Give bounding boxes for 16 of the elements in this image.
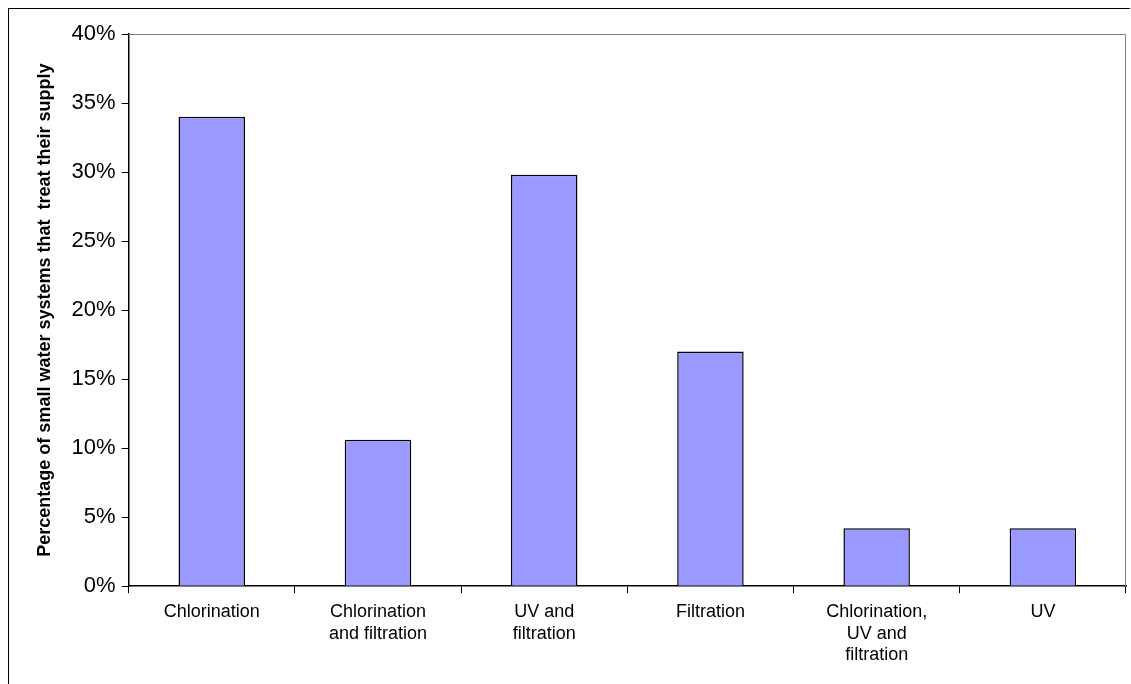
x-tick-label: Chlorination and filtration — [328, 600, 428, 643]
y-tick-label: 40% — [71, 20, 116, 46]
y-tick-label: 35% — [71, 89, 116, 115]
x-tick-label: Chlorination — [163, 600, 260, 621]
y-axis-title: Percentage of small water systems that treat their supply — [33, 63, 54, 557]
y-tick-label: 20% — [71, 296, 116, 322]
x-tick-label: Chlorination, UV and filtration — [826, 600, 928, 665]
y-tick-label: 10% — [71, 434, 116, 460]
x-tick-label: UV and filtration — [512, 600, 576, 643]
y-tick-label: 5% — [83, 503, 116, 529]
y-tick-label: 15% — [71, 365, 116, 391]
x-tick-label: UV — [1030, 600, 1056, 621]
x-tick-label: Filtration — [675, 600, 745, 621]
y-tick-label: 25% — [71, 227, 116, 253]
y-tick-label: 30% — [71, 158, 116, 184]
y-tick-label: 0% — [83, 572, 116, 598]
